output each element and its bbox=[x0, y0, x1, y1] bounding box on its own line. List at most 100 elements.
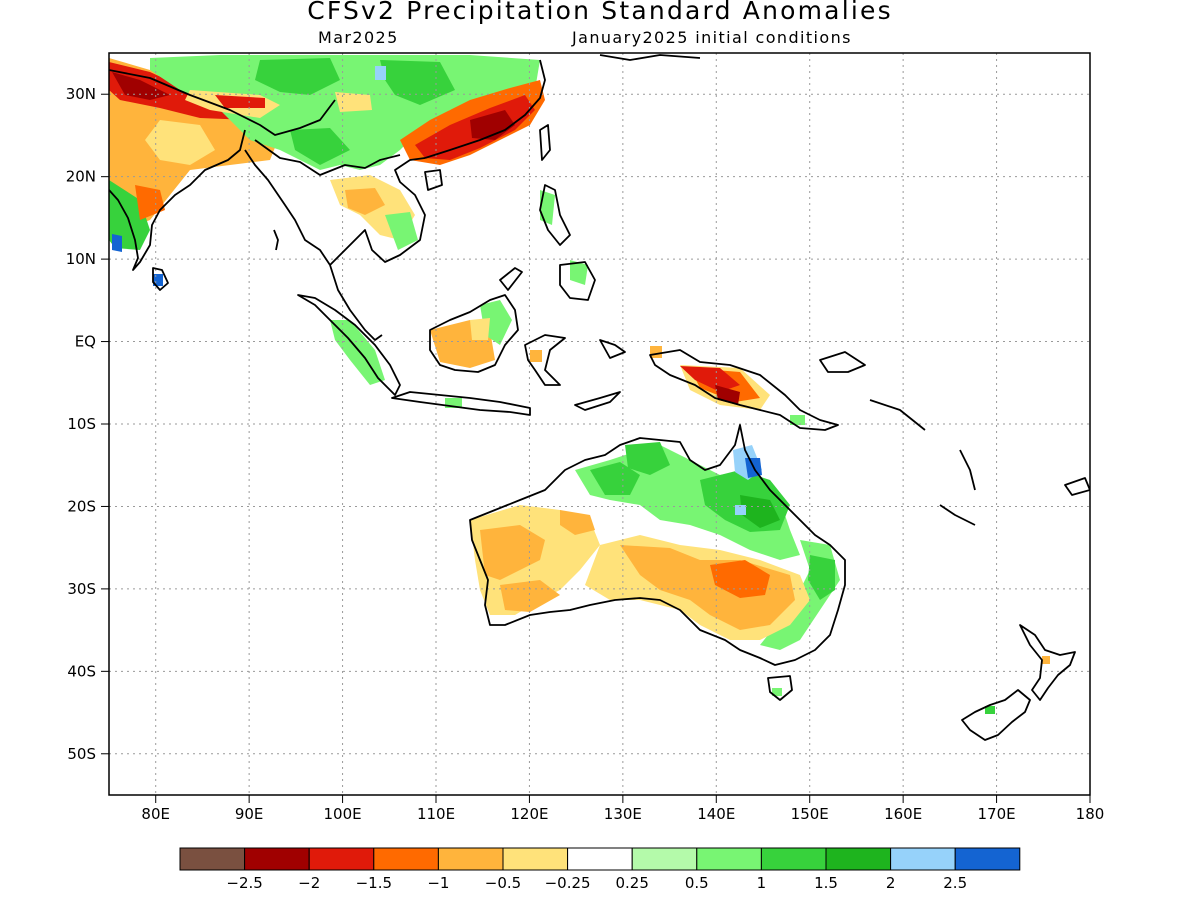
colorbar-swatch bbox=[954, 847, 1021, 871]
lon-label: 150E bbox=[791, 805, 829, 823]
colorbar-swatch bbox=[502, 847, 569, 871]
shade-india-orange bbox=[135, 185, 165, 220]
longitude-labels: 80E 90E 100E 110E 120E 130E 140E 150E 160E 170E 18… bbox=[141, 795, 1104, 823]
coast-nz-north bbox=[1019, 624, 1076, 701]
coast-moluccas bbox=[599, 339, 626, 359]
shade-indochina-orange bbox=[345, 188, 385, 215]
lon-label: 130E bbox=[604, 805, 642, 823]
shade-india-green bbox=[109, 180, 150, 250]
coast-china bbox=[424, 59, 546, 159]
colorbar-swatch bbox=[825, 847, 892, 871]
coast-newbritain bbox=[819, 351, 866, 373]
lon-label: 90E bbox=[235, 805, 264, 823]
shade-east-darkgreen bbox=[808, 555, 835, 600]
coast-luzon bbox=[539, 184, 571, 246]
lat-label: 30S bbox=[67, 580, 96, 598]
lat-label: 20N bbox=[66, 168, 96, 186]
lon-label: 80E bbox=[141, 805, 170, 823]
colorbar-label: −0.25 bbox=[545, 874, 591, 892]
coast-tasmania bbox=[767, 675, 793, 701]
border-china-south bbox=[254, 139, 401, 176]
shade-china-lightblue bbox=[375, 66, 386, 80]
colorbar-label: 0.25 bbox=[615, 874, 648, 892]
shade-sulawesi-orange bbox=[530, 350, 542, 362]
shade-nz-orange bbox=[1042, 656, 1050, 664]
coast-taiwan bbox=[539, 124, 551, 161]
anomaly-shading bbox=[109, 55, 1050, 714]
coast-mindanao bbox=[559, 261, 596, 301]
coast-andaman bbox=[273, 229, 279, 251]
coast-borneo bbox=[429, 294, 519, 373]
lat-label: 20S bbox=[67, 497, 96, 515]
colorbar-swatch bbox=[437, 847, 504, 871]
shade-borneo-yellow bbox=[470, 318, 490, 340]
chart-title: CFSv2 Precipitation Standard Anomalies bbox=[307, 0, 893, 25]
shade-phil-green bbox=[540, 190, 555, 225]
shade-ca-darkorange bbox=[710, 560, 770, 598]
shade-nt-darkgreen bbox=[590, 462, 640, 495]
coast-nz-south bbox=[961, 689, 1031, 741]
lon-label: 160E bbox=[884, 805, 922, 823]
shade-himalaya-darkred bbox=[112, 72, 170, 100]
shade-phil-green2 bbox=[570, 260, 588, 285]
initial-conditions-label: January2025 initial conditions bbox=[572, 28, 852, 47]
colorbar-swatch bbox=[244, 847, 310, 871]
coast-palawan bbox=[499, 267, 523, 291]
shade-india-blue bbox=[112, 234, 122, 252]
colorbar: −2.5 −2 −1.5 −1 −0.5 −0.25 0.25 0.5 1 1.5 2 2.5 bbox=[179, 847, 1021, 892]
colorbar-swatch bbox=[179, 847, 246, 871]
latitude-labels: 30N 20N 10N EQ 10S 20S 30S 40S 50S bbox=[66, 85, 109, 763]
lat-label: 10S bbox=[67, 415, 96, 433]
map-frame bbox=[108, 52, 1091, 796]
coast-java bbox=[391, 391, 531, 416]
border-himalaya bbox=[109, 69, 336, 136]
shade-china-darkgreen bbox=[255, 58, 340, 95]
coast-australia bbox=[469, 424, 846, 666]
coast-fiji bbox=[1064, 477, 1090, 496]
colorbar-label: 2.5 bbox=[943, 874, 967, 892]
colorbar-label: 0.5 bbox=[685, 874, 709, 892]
shade-moluccas-orange bbox=[650, 346, 662, 358]
shade-china-yellow bbox=[335, 92, 372, 112]
coast-myanmar bbox=[244, 149, 331, 266]
shade-wa-orange3 bbox=[560, 510, 595, 535]
colorbar-label: −2.5 bbox=[226, 874, 262, 892]
shade-wa-orange bbox=[480, 525, 545, 580]
lat-label: EQ bbox=[75, 333, 96, 351]
lon-label: 120E bbox=[510, 805, 548, 823]
colorbar-swatch bbox=[760, 847, 827, 871]
colorbar-label: 1 bbox=[757, 874, 767, 892]
colorbar-swatch bbox=[631, 847, 698, 871]
colorbar-label: −1.5 bbox=[356, 874, 392, 892]
coast-newguinea bbox=[649, 349, 839, 431]
coast-japan bbox=[599, 54, 701, 61]
coast-newcaledonia bbox=[939, 504, 976, 526]
lon-label: 110E bbox=[417, 805, 455, 823]
shade-schina-darkred bbox=[470, 110, 515, 140]
colorbar-swatch bbox=[308, 847, 375, 871]
coastlines bbox=[109, 54, 1090, 741]
lon-label: 170E bbox=[978, 805, 1016, 823]
shade-indochina-green bbox=[385, 212, 418, 250]
coast-indochina bbox=[329, 157, 426, 266]
shade-wa-orange2 bbox=[500, 580, 560, 612]
colorbar-swatch bbox=[696, 847, 762, 871]
shade-png-green bbox=[790, 415, 805, 425]
coast-solomon bbox=[869, 399, 926, 431]
lon-label: 180 bbox=[1076, 805, 1105, 823]
shade-china-darkgreen3 bbox=[290, 128, 350, 165]
colorbar-swatch bbox=[567, 847, 633, 871]
lat-label: 30N bbox=[66, 85, 96, 103]
coast-vanuatu bbox=[959, 449, 976, 491]
colorbar-label: −2 bbox=[298, 874, 320, 892]
lon-label: 100E bbox=[324, 805, 362, 823]
shade-tibet-red bbox=[215, 95, 265, 108]
graticule bbox=[109, 53, 1090, 795]
shade-qld-green2 bbox=[740, 495, 780, 528]
coast-sulawesi bbox=[524, 334, 566, 386]
colorbar-label: 1.5 bbox=[814, 874, 838, 892]
coast-malay bbox=[329, 264, 383, 341]
lat-label: 10N bbox=[66, 250, 96, 268]
coast-india bbox=[109, 129, 246, 271]
